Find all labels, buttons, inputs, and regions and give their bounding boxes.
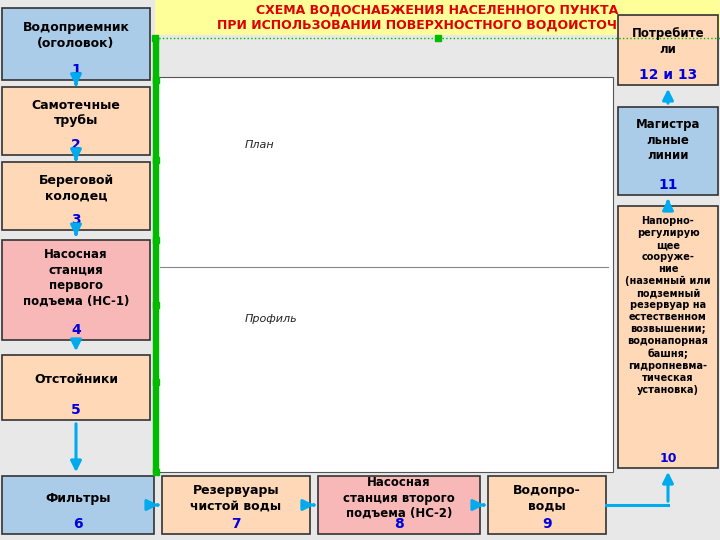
Text: Насосная
станция
первого
подъема (НС-1): Насосная станция первого подъема (НС-1) (23, 248, 129, 308)
Text: 12 и 13: 12 и 13 (639, 68, 697, 82)
FancyBboxPatch shape (618, 107, 718, 195)
Text: Профиль: Профиль (245, 314, 297, 324)
Text: Магистра
льные
линии: Магистра льные линии (636, 118, 701, 163)
Text: ПРИ ИСПОЛЬЗОВАНИИ ПОВЕРХНОСТНОГО ВОДОИСТОЧНИКА: ПРИ ИСПОЛЬЗОВАНИИ ПОВЕРХНОСТНОГО ВОДОИСТ… (217, 19, 657, 32)
FancyBboxPatch shape (2, 240, 150, 340)
Text: Фильтры: Фильтры (45, 491, 111, 504)
FancyBboxPatch shape (162, 476, 310, 534)
Text: Насосная
станция второго
подъема (НС-2): Насосная станция второго подъема (НС-2) (343, 476, 455, 520)
FancyBboxPatch shape (2, 8, 150, 80)
Text: Напорно-
регулирую
щее
сооруже-
ние
(наземный или
подземный
резервуар на
естеств: Напорно- регулирую щее сооруже- ние (наз… (625, 216, 711, 395)
FancyBboxPatch shape (155, 0, 720, 35)
Text: 7: 7 (231, 517, 240, 531)
FancyBboxPatch shape (618, 206, 718, 468)
FancyBboxPatch shape (488, 476, 606, 534)
FancyBboxPatch shape (618, 15, 718, 85)
Text: СХЕМА ВОДОСНАБЖЕНИЯ НАСЕЛЕННОГО ПУНКТА: СХЕМА ВОДОСНАБЖЕНИЯ НАСЕЛЕННОГО ПУНКТА (256, 3, 618, 16)
Text: Водопро-
воды: Водопро- воды (513, 484, 581, 512)
Text: 2: 2 (71, 138, 81, 152)
Text: 11: 11 (658, 178, 678, 192)
FancyBboxPatch shape (2, 355, 150, 420)
Text: Самотечные
трубы: Самотечные трубы (32, 99, 120, 127)
Text: Водоприемник
(оголовок): Водоприемник (оголовок) (22, 21, 130, 50)
Text: 6: 6 (73, 517, 83, 531)
Text: 5: 5 (71, 403, 81, 417)
Text: Резервуары
чистой воды: Резервуары чистой воды (190, 484, 282, 512)
Text: 4: 4 (71, 323, 81, 337)
Text: 10: 10 (660, 451, 677, 464)
Text: Отстойники: Отстойники (34, 373, 118, 386)
Text: 9: 9 (542, 517, 552, 531)
FancyBboxPatch shape (318, 476, 480, 534)
Text: Потребите
ли: Потребите ли (631, 28, 704, 56)
Text: Береговой
колодец: Береговой колодец (38, 173, 114, 202)
FancyBboxPatch shape (2, 476, 154, 534)
FancyBboxPatch shape (155, 77, 613, 472)
Text: 3: 3 (71, 213, 81, 227)
Text: 8: 8 (394, 517, 404, 531)
FancyBboxPatch shape (2, 87, 150, 155)
Text: План: План (245, 140, 274, 150)
FancyBboxPatch shape (2, 162, 150, 230)
Text: 1: 1 (71, 63, 81, 77)
